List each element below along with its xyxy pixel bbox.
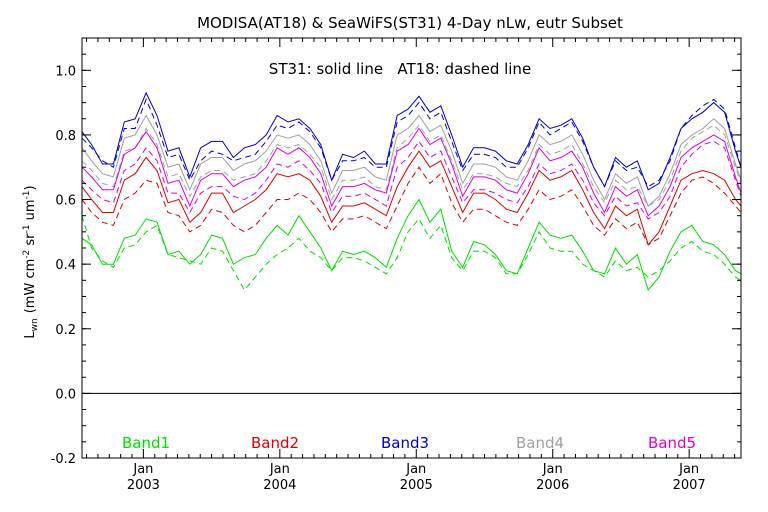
x-tick-year: 2004 [263, 478, 296, 493]
y-tick-label: 0.2 [55, 323, 76, 338]
band2-st31-line [81, 150, 742, 246]
x-tick-year: 2005 [400, 478, 433, 493]
y-label-exp2: -1 [22, 225, 32, 234]
x-tick-year: 2006 [536, 478, 569, 493]
y-axis-label: Lwn(mW cm-2 sr-1 um-1) [22, 185, 40, 338]
legend-band3: Band3 [381, 434, 429, 452]
legend-band4: Band4 [516, 434, 564, 452]
y-label-sub: wn [30, 318, 40, 331]
band3-st31-line [81, 91, 742, 191]
y-axis: -0.2 0.0 0.2 0.4 0.6 0.8 1.0 [51, 37, 741, 467]
y-tick-label: 0.8 [55, 129, 76, 144]
band4-at18-line [81, 124, 742, 207]
band1-st31-line [81, 198, 742, 292]
plot-frame [81, 37, 742, 459]
y-tick-label: -0.2 [51, 452, 76, 467]
legend-band1: Band1 [122, 434, 170, 452]
y-tick-label: 1.0 [55, 64, 76, 79]
y-tick-label: 0.0 [55, 387, 76, 402]
legend-band5: Band5 [648, 434, 696, 452]
y-tick-label: 0.4 [55, 258, 76, 273]
band5-st31-line [81, 127, 742, 217]
x-tick-month: Jan [678, 462, 699, 477]
x-tick-year: 2007 [673, 478, 706, 493]
x-tick-month: Jan [269, 462, 290, 477]
y-label-main: L [23, 331, 38, 339]
band2-at18-line [81, 166, 742, 246]
legend: Band1 Band2 Band3 Band4 Band5 [122, 434, 696, 452]
band1-at18-line [81, 215, 742, 291]
chart-title: MODISA(AT18) & SeaWiFS(ST31) 4-Day nLw, … [197, 14, 623, 32]
x-tick-month: Jan [542, 462, 563, 477]
band4-st31-line [81, 114, 742, 207]
plot-lines [81, 91, 742, 292]
band3-at18-line [81, 98, 742, 188]
legend-band2: Band2 [251, 434, 299, 452]
y-label-exp3: -1 [22, 190, 32, 199]
y-label-sr: sr [23, 233, 38, 250]
x-tick-month: Jan [405, 462, 426, 477]
y-label-unit: (mW cm [23, 259, 38, 314]
x-tick-year: 2003 [127, 478, 160, 493]
y-label-um: um [23, 199, 38, 224]
y-label-exp1: -2 [22, 250, 32, 259]
band5-at18-line [81, 140, 742, 220]
x-tick-month: Jan [132, 462, 153, 477]
y-label-close: ) [23, 185, 38, 190]
line-style-note: ST31: solid line AT18: dashed line [269, 60, 531, 78]
y-tick-label: 0.6 [55, 194, 76, 209]
